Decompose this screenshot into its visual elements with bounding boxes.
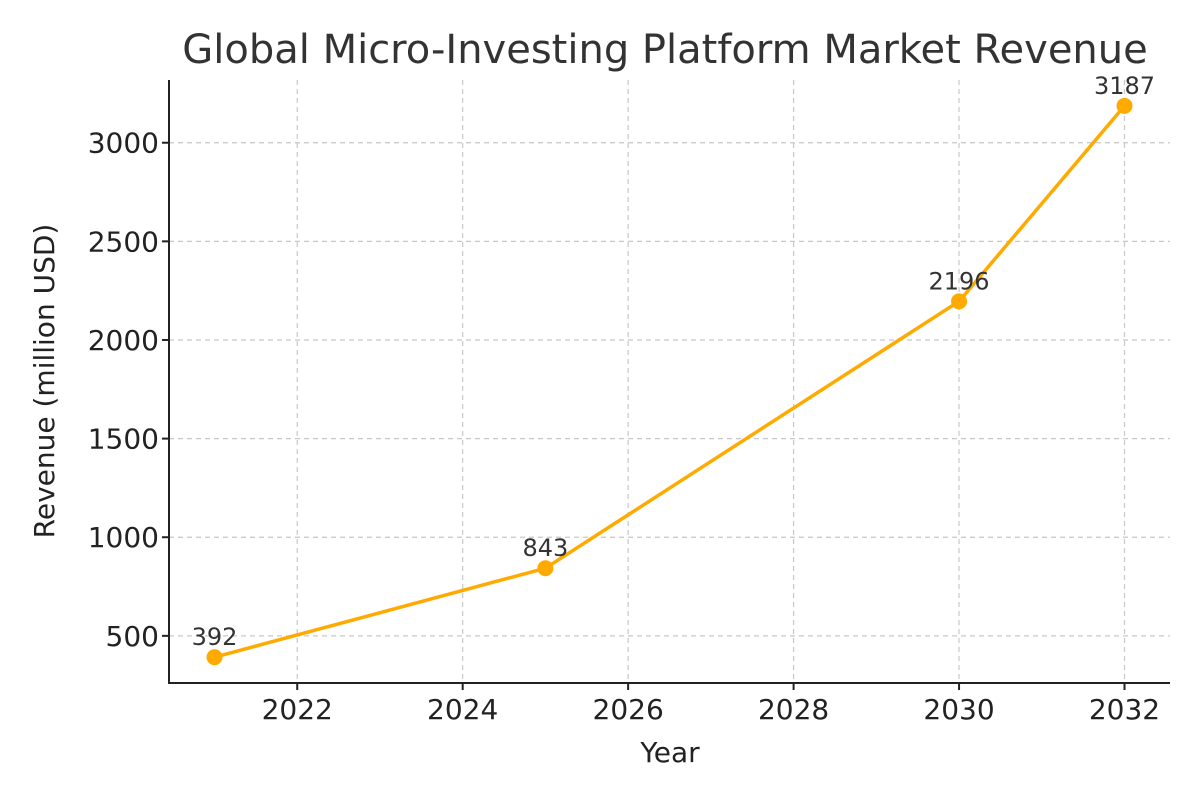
y-tick-label: 3000 <box>88 127 159 160</box>
x-tick-label: 2032 <box>1089 693 1160 726</box>
x-tick-label: 2024 <box>427 693 498 726</box>
y-tick-label: 1500 <box>88 423 159 456</box>
x-tick-label: 2028 <box>758 693 829 726</box>
series <box>206 97 1133 666</box>
data-label: 3187 <box>1094 72 1155 100</box>
data-point <box>537 560 554 577</box>
data-label: 843 <box>523 534 569 562</box>
series-line <box>212 104 1127 659</box>
y-tick-label: 1000 <box>88 521 159 554</box>
data-label: 2196 <box>929 267 990 295</box>
x-tick-label: 2026 <box>593 693 664 726</box>
data-point <box>1116 97 1133 114</box>
ticks: 2022 2024 2026 2028 2030 2032 500 1000 1500 2000 2… <box>88 127 1160 726</box>
x-tick-label: 2022 <box>262 693 333 726</box>
data-point <box>206 649 223 666</box>
data-label: 392 <box>192 623 238 651</box>
x-tick-label: 2030 <box>923 693 994 726</box>
axes <box>168 80 1170 684</box>
y-tick-label: 2500 <box>88 225 159 258</box>
y-tick-label: 500 <box>106 620 159 653</box>
chart-title: Global Micro-Investing Platform Market R… <box>182 27 1148 73</box>
y-tick-label: 2000 <box>88 324 159 357</box>
y-axis-label: Revenue (million USD) <box>28 224 61 539</box>
grid <box>169 80 1170 683</box>
x-axis-label: Year <box>639 736 700 769</box>
data-point <box>951 293 968 310</box>
data-labels: 392 843 2196 3187 <box>192 72 1155 651</box>
